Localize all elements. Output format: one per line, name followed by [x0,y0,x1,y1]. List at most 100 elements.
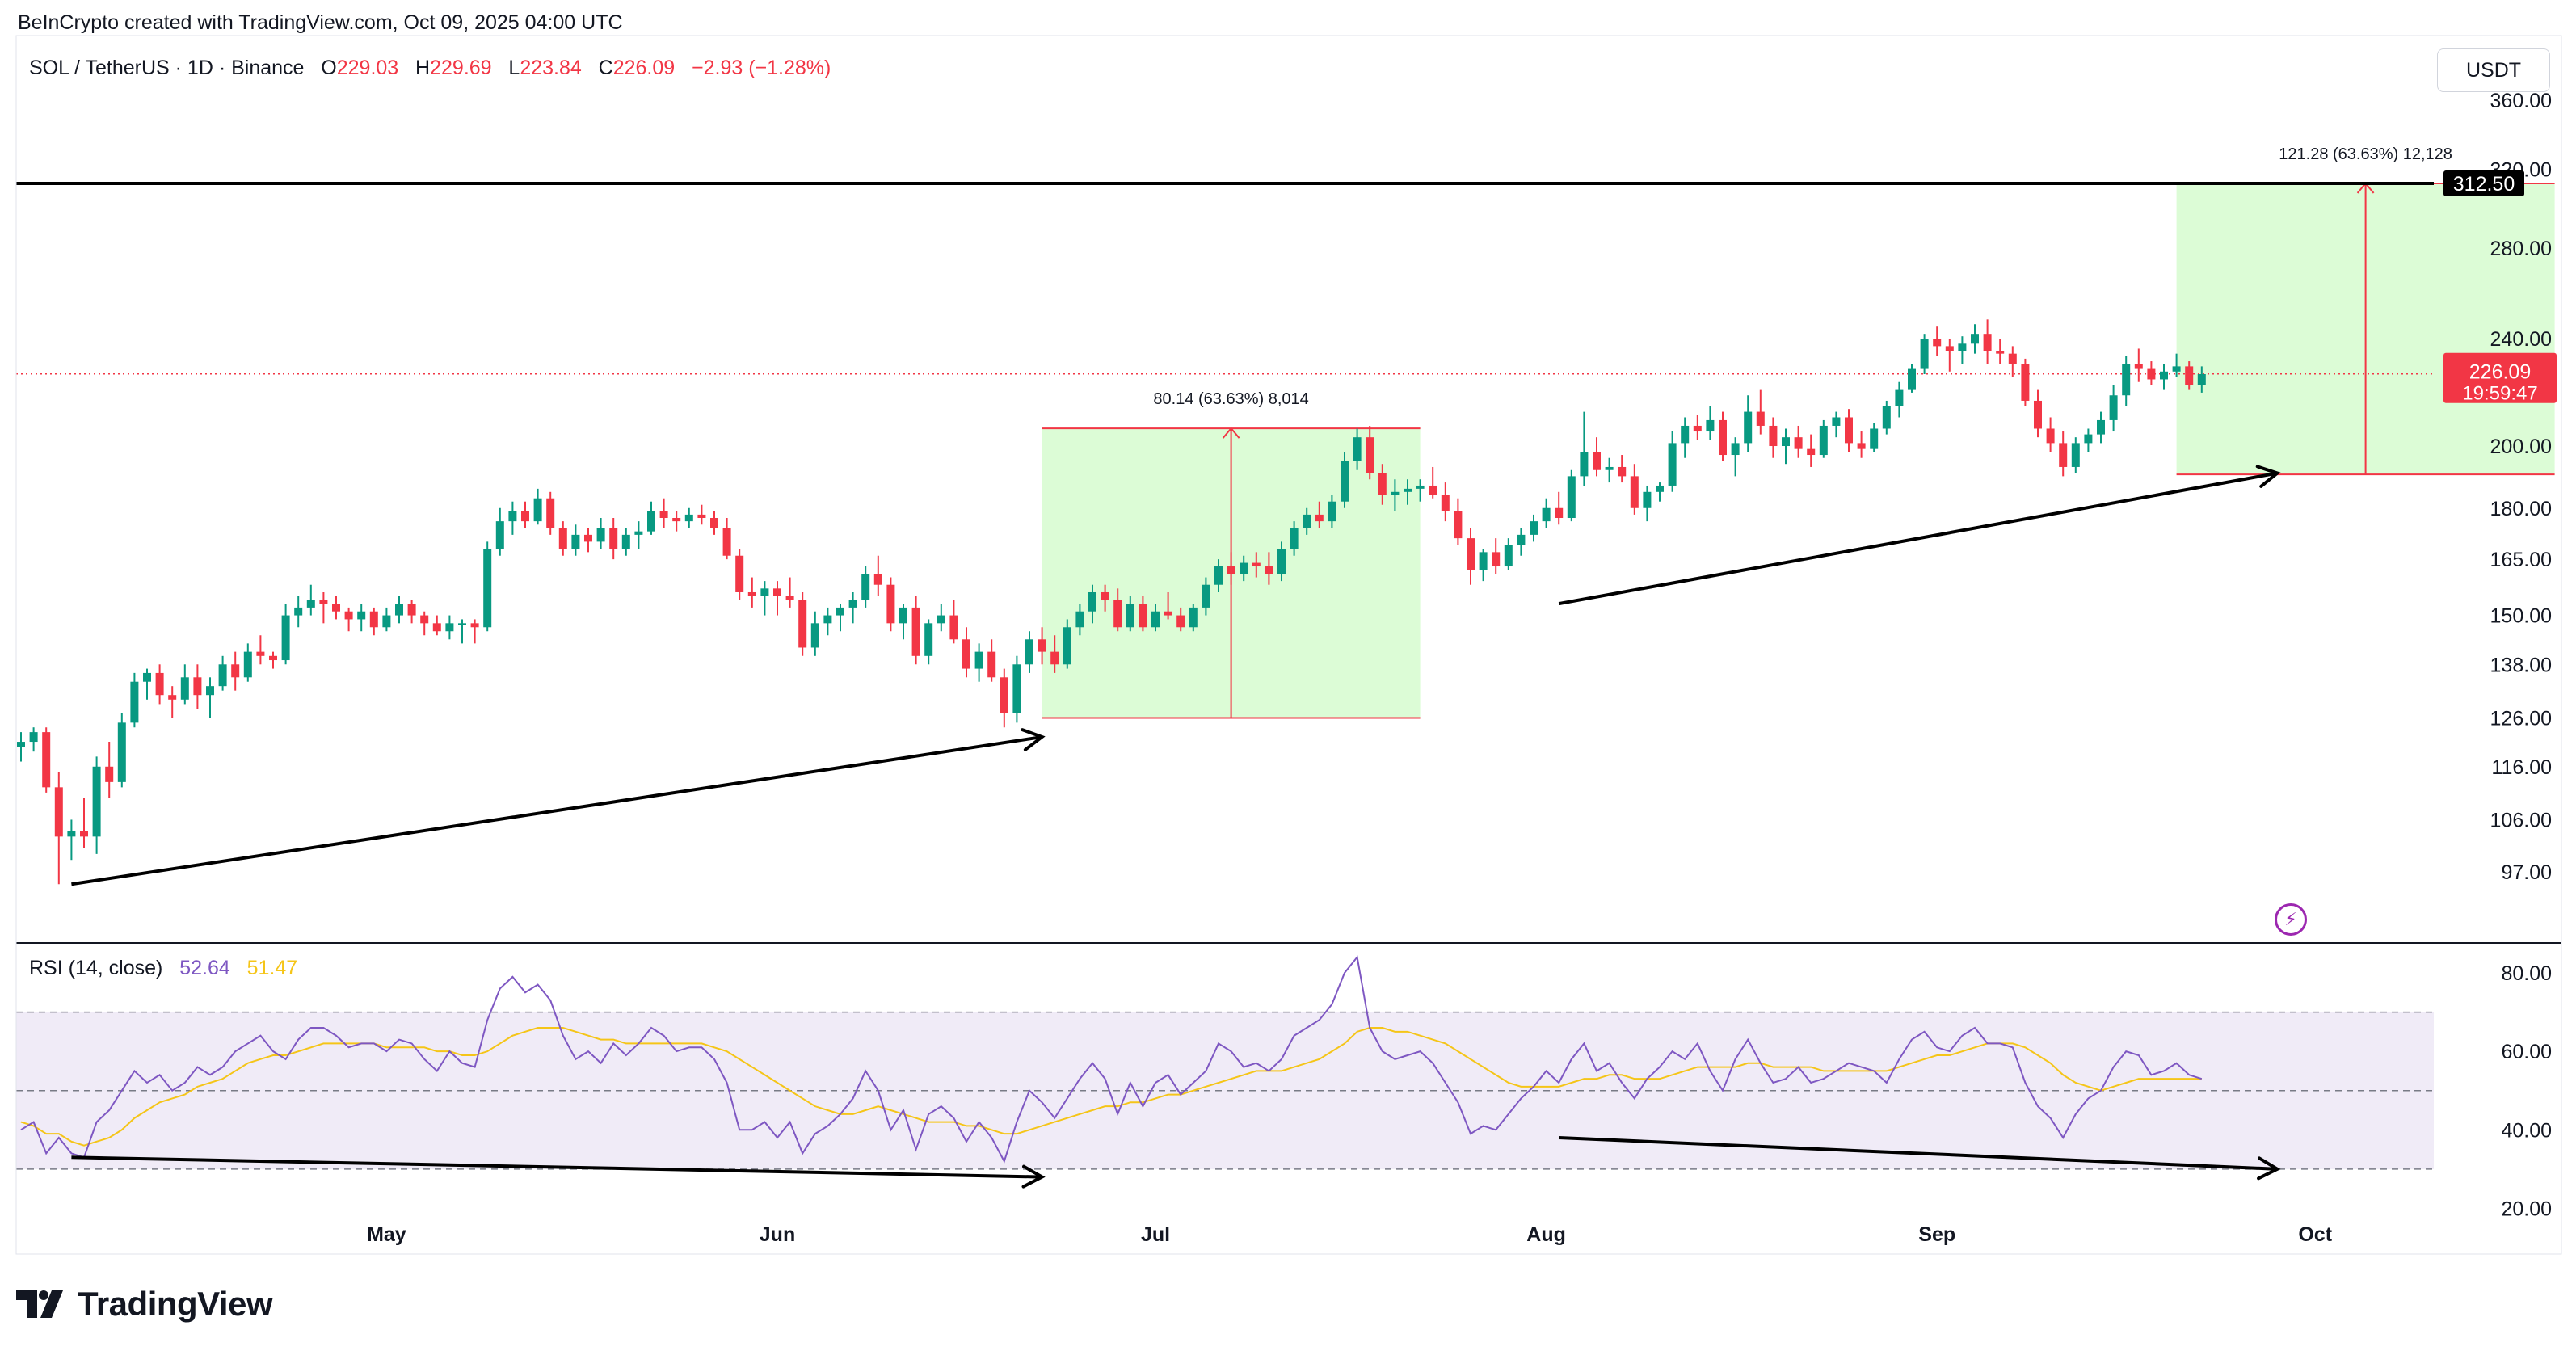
price-trendline-1-head [1021,728,1046,751]
price-axis-tick: 97.00 [2501,861,2552,884]
candle-body [848,600,857,608]
rsi-value: 52.64 [179,957,230,979]
candle-body [1643,491,1652,508]
rsi-trendline-2 [1559,1136,2278,1171]
price-trendline-1 [71,735,1042,886]
rsi-legend[interactable]: RSI (14, close) 52.64 51.47 [29,957,297,980]
candle-body [1341,461,1349,502]
candle-body [1176,615,1185,628]
tradingview-brand[interactable]: TradingView [16,1282,273,1327]
candle-body [231,664,240,678]
tradingview-logo-icon [16,1290,63,1318]
price-axis-tick: 165.00 [2490,549,2552,571]
candle-body [2046,428,2055,444]
measure-label-2: 121.28 (63.63%) 12,128 [2279,145,2452,163]
candle-body [1794,437,1803,449]
price-axis-tick: 180.00 [2490,498,2552,520]
candle-body [2071,443,2080,467]
rsi-trendline-1-head [1021,1164,1046,1189]
change-value: −2.93 (−1.28%) [692,57,831,79]
high-value: 229.69 [430,57,492,79]
candle-body [760,588,769,596]
candle-body [1542,507,1551,522]
candle-body [432,623,441,632]
rsi-axis-tick: 20.00 [2501,1197,2552,1220]
candle-body [117,722,126,782]
candle-body [1756,411,1765,426]
candle-body [1492,552,1501,567]
candle-body [1038,639,1046,652]
candle-body [1075,611,1084,628]
candle-body [1882,406,1891,429]
candle-body [1819,425,1828,456]
time-axis-tick: Oct [2298,1223,2332,1246]
symbol-legend[interactable]: SOL / TetherUS · 1D · Binance O229.03 H2… [29,57,831,80]
symbol-name: SOL / TetherUS · 1D · Binance [29,57,305,79]
candle-body [1782,437,1790,447]
time-axis-tick: Jul [1141,1223,1170,1246]
candle-body [609,528,618,549]
candle-body [1530,521,1538,535]
candle-body [1618,466,1627,477]
price-axis-tick: 106.00 [2490,809,2552,831]
candle-body [1807,448,1816,456]
candle-body [1404,488,1412,492]
rsi-trendline-2-head [2257,1156,2281,1181]
candle-body [697,514,706,518]
measure-arrowhead-1 [1222,427,1240,439]
candle-body [785,596,794,600]
price-axis-tick: 360.00 [2490,90,2552,112]
candle-body [2059,443,2068,467]
candle-body [1454,511,1463,539]
candle-body [130,681,139,723]
price-axis-tick: 138.00 [2490,654,2552,676]
candle-body [357,611,366,620]
brand-name: TradingView [78,1285,273,1323]
currency-unit-button[interactable]: USDT [2437,48,2550,92]
candle-body [1580,452,1589,477]
candle-body [974,651,983,669]
candle-body [1012,664,1021,713]
candle-body [873,574,882,585]
countdown-label: 19:59:47 [2462,383,2537,405]
candle-body [155,672,164,696]
candle-body [495,521,504,549]
candle-body [1769,425,1778,447]
low-label: L [508,57,520,79]
close-label: C [598,57,613,79]
candle-body [621,534,630,549]
price-axis-tick: 240.00 [2490,328,2552,351]
candle-body [1479,552,1488,570]
candle-body [42,732,51,788]
candle-body [1945,346,1954,351]
high-label: H [415,57,431,79]
candle-body [1441,495,1450,511]
candle-body [1908,368,1916,390]
candle-body [1958,343,1967,351]
candle-body [2147,368,2156,380]
candle-body [17,742,25,747]
lightning-icon[interactable]: ⚡ [2275,903,2307,936]
candle-body [1971,334,1979,344]
candle-body [1605,466,1614,470]
rsi-ma-line [20,1027,2202,1147]
candle-body [1063,627,1071,665]
candle-body [571,534,580,549]
candle-body [1189,607,1198,628]
candle-body [584,534,592,542]
candle-body [1214,566,1223,585]
candle-body [1731,443,1740,456]
candle-body [747,591,756,596]
candle-body [1832,417,1841,426]
candle-body [1933,339,1942,347]
price-trendline-2 [1558,471,2278,606]
candle-body [596,528,605,542]
price-axis-tick: 200.00 [2490,436,2552,458]
candle-body [294,607,303,616]
candle-body [269,655,277,661]
price-axis-tick: 150.00 [2490,605,2552,628]
candle-body [1252,562,1261,567]
candle-body [420,615,429,624]
candle-body [1429,485,1437,495]
